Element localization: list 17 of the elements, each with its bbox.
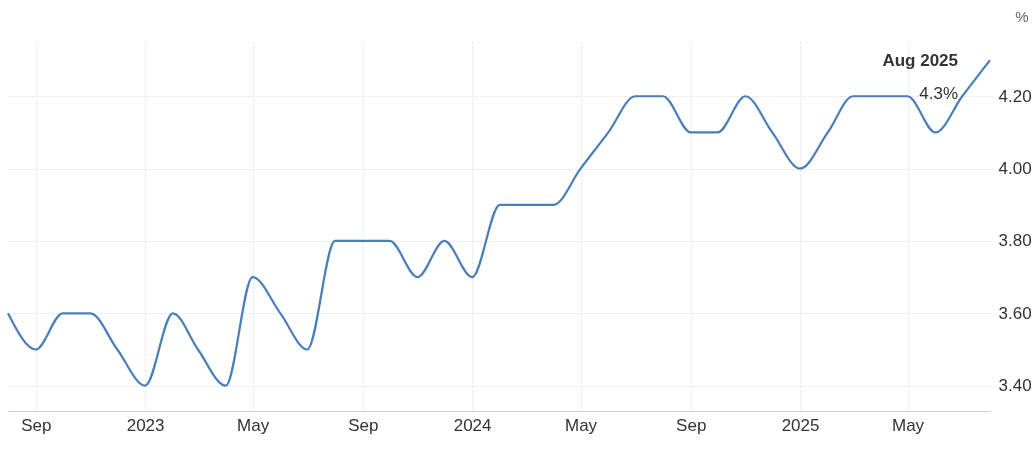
y-tick-label: 4.00 xyxy=(998,159,1032,179)
annotation: 4.3% xyxy=(919,84,958,104)
x-tick-label: Sep xyxy=(21,415,52,435)
x-tick-label: May xyxy=(892,415,925,435)
x-tick-label: 2024 xyxy=(453,415,492,435)
x-tick-label: May xyxy=(564,415,598,435)
annotation: Aug 2025 xyxy=(882,51,958,71)
x-tick-label: 2023 xyxy=(126,415,165,435)
y-tick-label: 3.40 xyxy=(998,376,1032,396)
y-axis-title: % xyxy=(1015,7,1029,25)
x-tick-label: Sep xyxy=(676,415,707,435)
y-tick-label: 3.80 xyxy=(998,231,1032,251)
x-tick-label: Sep xyxy=(348,415,379,435)
y-tick-label: 4.20 xyxy=(998,86,1032,106)
x-tick-label: 2025 xyxy=(781,415,820,435)
y-tick-label: 3.60 xyxy=(998,303,1032,323)
x-tick-label: May xyxy=(237,415,270,435)
